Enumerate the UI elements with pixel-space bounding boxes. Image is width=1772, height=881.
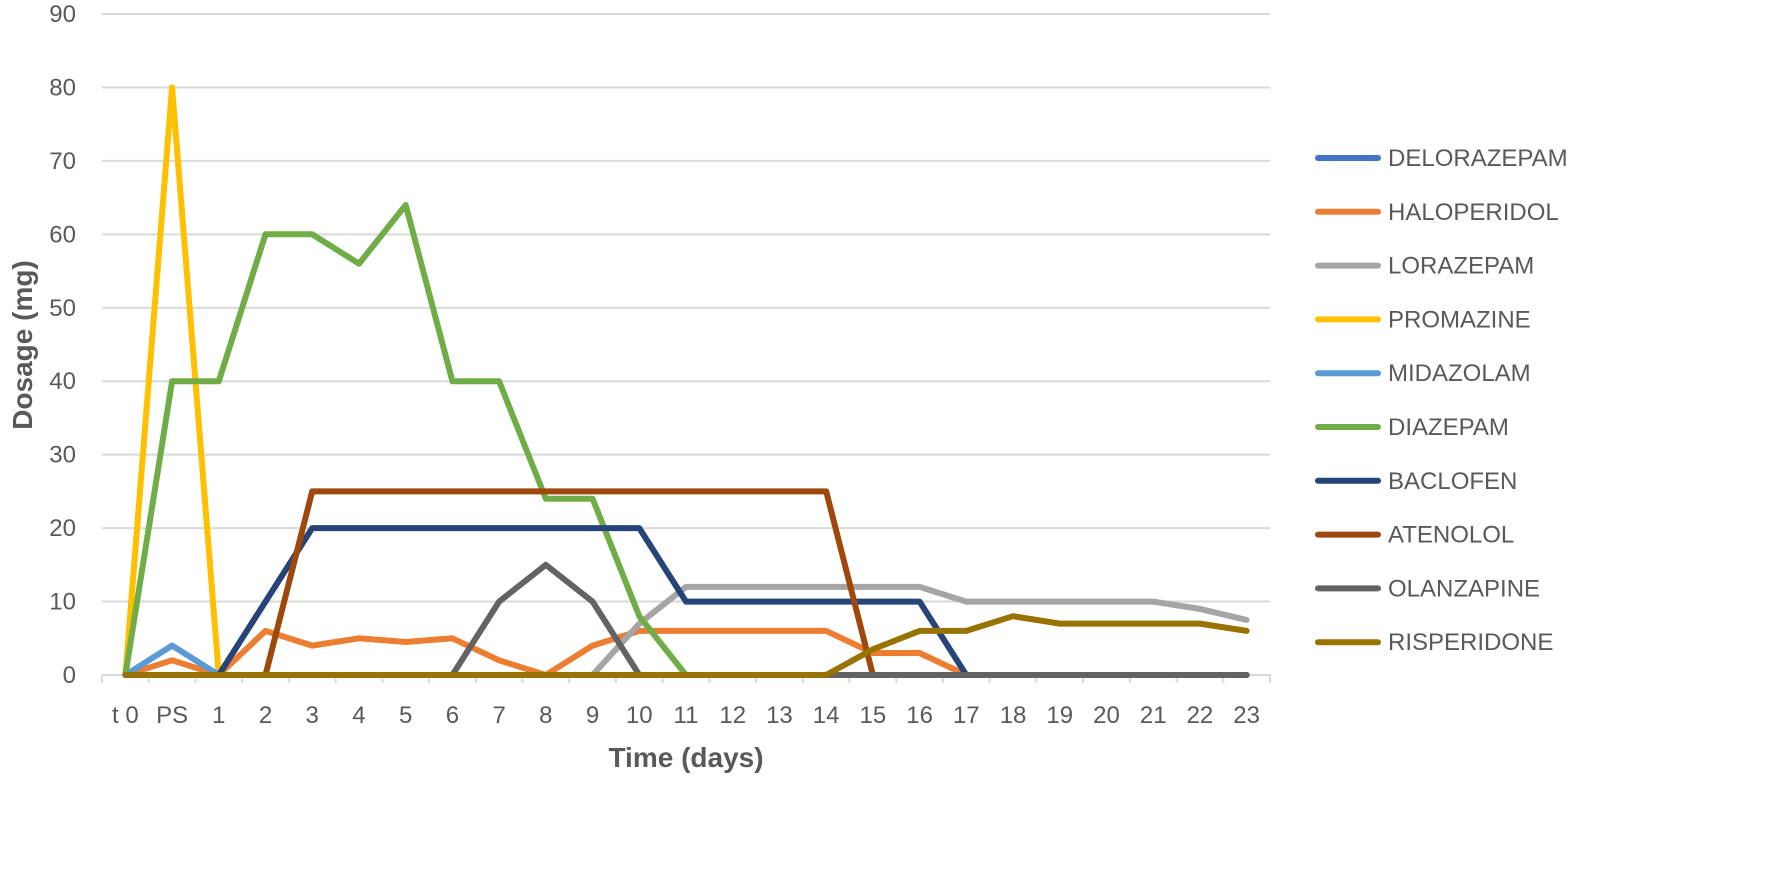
x-tick-label: 3 (306, 702, 319, 729)
x-tick-label: PS (156, 702, 188, 729)
legend-label: PROMAZINE (1388, 306, 1531, 333)
y-tick-label: 60 (49, 221, 76, 248)
legend-label: ATENOLOL (1388, 522, 1514, 549)
x-tick-label: 10 (626, 702, 653, 729)
x-tick-label: 13 (766, 702, 793, 729)
series-line-haloperidol (122, 627, 1250, 678)
legend-label: DIAZEPAM (1388, 414, 1509, 441)
legend-label: LORAZEPAM (1388, 253, 1534, 280)
y-tick-label: 40 (49, 368, 76, 395)
legend-label: DELORAZEPAM (1388, 145, 1568, 172)
x-tick-label: t 0 (112, 702, 139, 729)
x-tick-label: 5 (399, 702, 412, 729)
series-line-risperidone (122, 613, 1250, 678)
y-axis-title: Dosage (mg) (7, 260, 38, 430)
legend-label: HALOPERIDOL (1388, 199, 1559, 226)
x-tick-label: 4 (352, 702, 365, 729)
y-axis-ticks: 0 10 20 30 40 50 60 70 80 90 (49, 1, 76, 689)
x-tick-label: 11 (674, 702, 699, 729)
x-tick-label: 23 (1233, 702, 1260, 729)
legend-label: OLANZAPINE (1388, 575, 1540, 602)
x-tick-label: 7 (492, 702, 505, 729)
y-tick-label: 90 (49, 1, 76, 28)
x-axis-title: Time (days) (608, 742, 763, 773)
series-lines (122, 84, 1250, 678)
x-tick-label: 8 (539, 702, 552, 729)
x-tick-label: 16 (906, 702, 933, 729)
x-tick-label: 17 (953, 702, 980, 729)
y-tick-label: 0 (63, 662, 76, 689)
legend-label: BACLOFEN (1388, 468, 1517, 495)
y-tick-label: 80 (49, 74, 76, 101)
legend-label: MIDAZOLAM (1388, 360, 1531, 387)
y-tick-label: 20 (49, 515, 76, 542)
x-tick-label: 6 (446, 702, 459, 729)
series-line-olanzapine (122, 561, 1250, 678)
y-tick-label: 10 (49, 589, 76, 616)
y-tick-label: 50 (49, 295, 76, 322)
x-tick-label: 15 (860, 702, 887, 729)
series-line-atenolol (122, 488, 1250, 678)
x-tick-label: 19 (1046, 702, 1073, 729)
legend-label: RISPERIDONE (1388, 629, 1553, 656)
x-tick-label: 12 (719, 702, 746, 729)
x-tick-label: 1 (212, 702, 225, 729)
x-tick-label: 18 (1000, 702, 1027, 729)
x-tick-label: 21 (1140, 702, 1167, 729)
gridlines (102, 13, 1270, 603)
x-tick-label: 9 (586, 702, 599, 729)
y-tick-label: 70 (49, 148, 76, 175)
x-axis-ticks: t 0 PS 1 2 3 4 5 6 7 8 9 10 11 12 13 14 15 16 17 18 19 20 21 22… (101, 675, 1271, 729)
x-tick-label: 22 (1187, 702, 1214, 729)
x-tick-label: 2 (259, 702, 272, 729)
legend: DELORAZEPAM HALOPERIDOL LORAZEPAM PROMAZINE… (1315, 145, 1568, 656)
x-tick-label: 14 (813, 702, 840, 729)
x-tick-label: 20 (1093, 702, 1120, 729)
y-tick-label: 30 (49, 442, 76, 469)
